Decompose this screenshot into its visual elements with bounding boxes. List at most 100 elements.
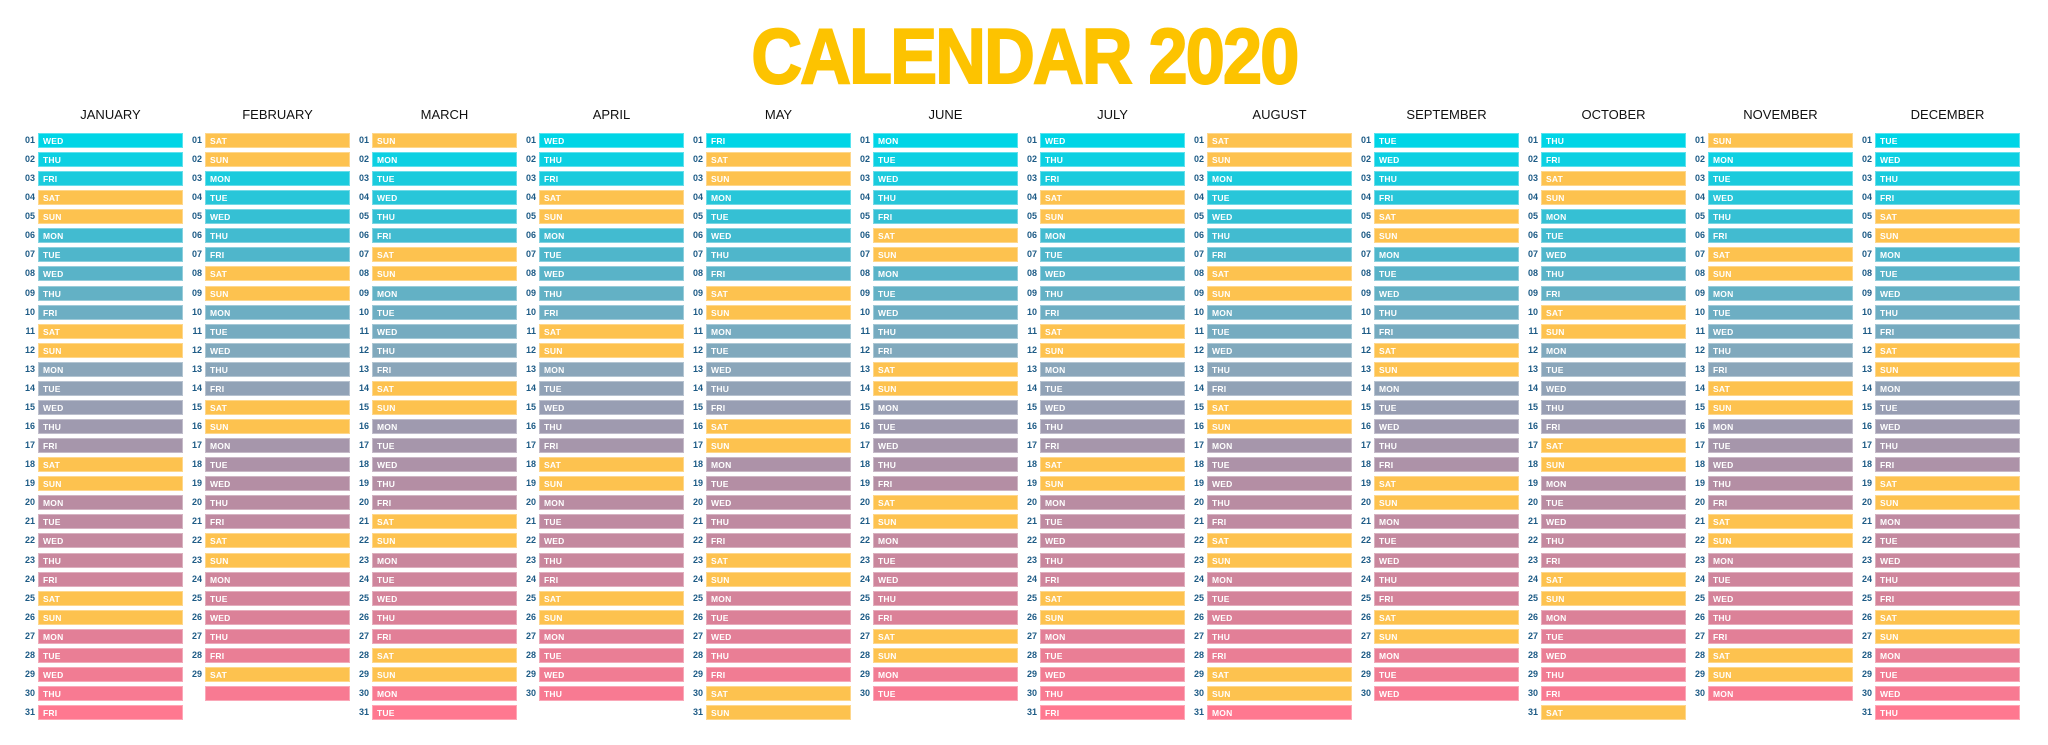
day-number: 07 xyxy=(24,249,35,260)
weekday-bar: THU xyxy=(38,419,183,435)
day-number: 24 xyxy=(692,573,703,584)
day-number: 22 xyxy=(692,535,703,546)
weekday-label: FRI xyxy=(1212,650,1227,661)
day-row: 30 WED xyxy=(1356,686,1523,702)
weekend-day-bar: SAT xyxy=(372,647,517,663)
day-row: 25 SUN xyxy=(1523,590,1690,606)
weekday-label: TUE xyxy=(1379,669,1397,680)
day-row: 20 SUN xyxy=(1356,495,1523,511)
day-row: 15 TUE xyxy=(1857,399,2024,415)
day-row: 13 TUE xyxy=(1523,361,1690,377)
weekday-bar: MON xyxy=(1541,342,1686,358)
weekday-bar: TUE xyxy=(1040,514,1185,530)
weekday-bar: FRI xyxy=(205,380,350,396)
weekday-label: THU xyxy=(1880,574,1899,585)
day-number: 24 xyxy=(1193,573,1204,584)
day-row: 27 FRI xyxy=(354,628,521,644)
weekend-day-bar: SUN xyxy=(372,266,517,282)
weekday-bar: WED xyxy=(1541,380,1686,396)
day-number: 23 xyxy=(859,554,870,565)
day-number: 23 xyxy=(24,554,35,565)
weekday-label: FRI xyxy=(1880,326,1895,337)
weekday-bar: TUE xyxy=(372,438,517,454)
weekday-bar: THU xyxy=(539,552,684,568)
day-row: 13 FRI xyxy=(354,361,521,377)
day-row: 22 WED xyxy=(1022,533,1189,549)
day-number: 27 xyxy=(358,630,369,641)
weekday-bar: FRI xyxy=(372,495,517,511)
day-row: 06 THU xyxy=(187,228,354,244)
weekday-label: MON xyxy=(1546,479,1567,490)
weekday-bar: TUE xyxy=(539,514,684,530)
weekday-bar: MON xyxy=(372,419,517,435)
weekday-bar: THU xyxy=(1541,666,1686,682)
weekday-bar: FRI xyxy=(38,705,183,721)
day-row: 12 THU xyxy=(354,342,521,358)
month-header: JULY xyxy=(1097,107,1128,122)
day-row: 23 SAT xyxy=(688,552,855,568)
weekday-bar: MON xyxy=(38,228,183,244)
weekday-bar: THU xyxy=(873,590,1018,606)
day-number: 01 xyxy=(525,135,536,145)
weekday-label: FRI xyxy=(878,612,893,623)
weekday-label: THU xyxy=(1546,269,1565,280)
weekend-day-bar: SUN xyxy=(1875,495,2020,511)
day-number: 15 xyxy=(859,401,870,412)
weekday-bar: FRI xyxy=(205,514,350,530)
weekday-label: SUN xyxy=(210,555,229,566)
weekday-bar: MON xyxy=(1040,495,1185,511)
day-number: 20 xyxy=(1026,497,1037,508)
weekday-label: THU xyxy=(1045,288,1064,299)
weekday-label: THU xyxy=(1546,536,1565,547)
day-row: 19 TUE xyxy=(688,476,855,492)
day-row: 23 THU xyxy=(20,552,187,568)
day-number: 23 xyxy=(692,554,703,565)
day-number: 13 xyxy=(1193,363,1204,374)
weekend-day-bar: SAT xyxy=(1875,342,2020,358)
weekday-label: WED xyxy=(878,174,899,185)
day-row: 10 MON xyxy=(1189,304,1356,320)
day-number: 19 xyxy=(358,478,369,489)
day-row: 28 SAT xyxy=(354,647,521,663)
weekend-day-bar: SAT xyxy=(1040,190,1185,206)
weekday-bar: MON xyxy=(1875,247,2020,263)
weekday-bar: FRI xyxy=(873,476,1018,492)
day-row: 13 MON xyxy=(521,361,688,377)
weekday-label: THU xyxy=(1880,441,1899,452)
day-number: 04 xyxy=(1694,192,1705,203)
day-row: 15 SAT xyxy=(1189,399,1356,415)
day-row: 15 SUN xyxy=(354,399,521,415)
day-row: 13 MON xyxy=(20,361,187,377)
day-number: 14 xyxy=(859,382,870,393)
day-number: 09 xyxy=(1694,287,1705,298)
day-number: 29 xyxy=(1861,668,1872,679)
month-column-august: AUGUST 01 SAT 02 SUN 03 MON 04 TUE 05 WED 06 THU 07 FR… xyxy=(1189,100,1356,740)
day-row: 05 FRI xyxy=(855,209,1022,225)
day-row: 09 MON xyxy=(1690,285,1857,301)
weekday-label: TUE xyxy=(1880,669,1898,680)
weekday-label: SUN xyxy=(377,536,396,547)
weekend-day-bar: SAT xyxy=(1708,247,1853,263)
weekday-bar: MON xyxy=(372,686,517,702)
weekday-bar: TUE xyxy=(1374,533,1519,549)
weekday-label: MON xyxy=(711,460,732,471)
day-number: 17 xyxy=(1527,440,1538,451)
day-row: 18 SAT xyxy=(1022,457,1189,473)
weekend-day-bar: SUN xyxy=(1541,590,1686,606)
day-row: 05 THU xyxy=(1690,209,1857,225)
weekday-bar: THU xyxy=(1207,495,1352,511)
day-number: 21 xyxy=(1026,516,1037,527)
month-header: AUGUST xyxy=(1252,107,1307,122)
weekday-bar: TUE xyxy=(1374,266,1519,282)
weekday-label: FRI xyxy=(711,536,726,547)
day-number: 28 xyxy=(1193,649,1204,660)
day-row: 15 WED xyxy=(20,399,187,415)
day-row: 03 TUE xyxy=(1690,171,1857,187)
weekday-bar: WED xyxy=(1374,419,1519,435)
day-number: 11 xyxy=(1361,325,1371,336)
weekday-label: SAT xyxy=(43,460,60,471)
day-number: 22 xyxy=(1360,535,1371,546)
day-row: 01 SUN xyxy=(354,133,521,148)
weekend-day-bar: SUN xyxy=(873,514,1018,530)
day-number: 08 xyxy=(358,268,369,279)
